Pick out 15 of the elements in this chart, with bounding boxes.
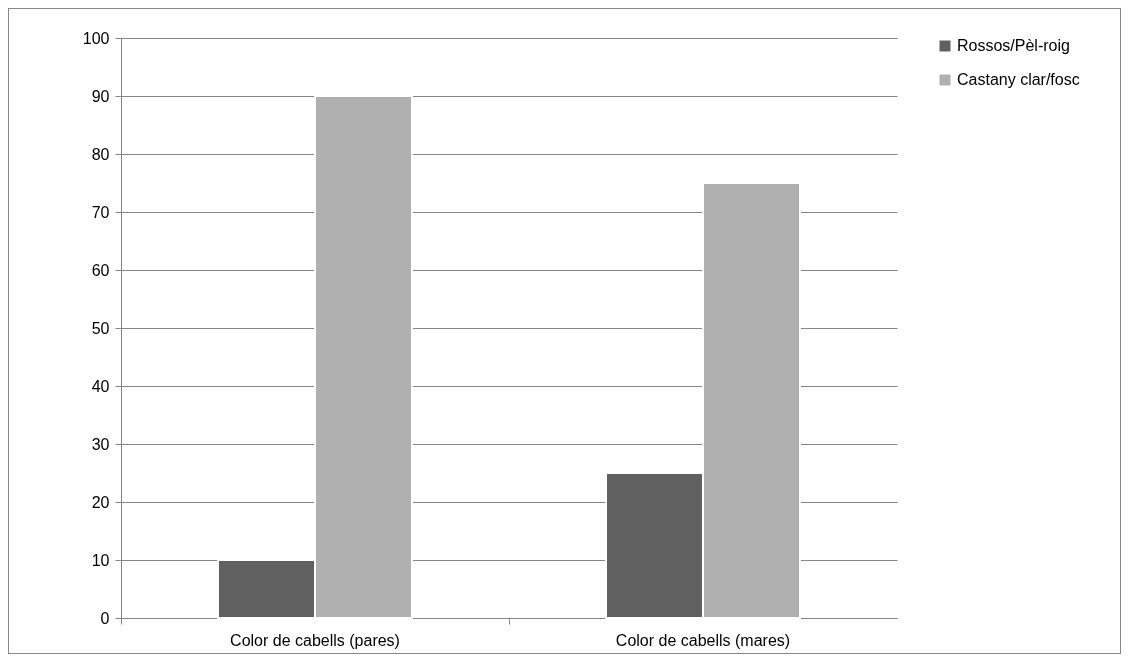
y-tick-label: 20 (91, 493, 110, 511)
y-tick-label: 60 (91, 261, 110, 279)
y-tick-label: 10 (91, 551, 110, 569)
y-tick-label: 70 (91, 203, 110, 221)
legend-label: Rossos/Pèl-roig (957, 37, 1070, 54)
x-tick-label: Color de cabells (pares) (230, 631, 400, 649)
x-tick-label: Color de cabells (mares) (615, 631, 791, 649)
y-tick-label: 90 (91, 87, 110, 105)
y-tick-label: 0 (100, 609, 110, 627)
y-tick-label: 50 (91, 319, 110, 337)
y-tick-label: 40 (91, 377, 110, 395)
legend-label: Castany clar/fosc (957, 71, 1080, 88)
y-tick-label: 80 (91, 145, 110, 163)
y-tick-label: 100 (82, 29, 110, 47)
y-tick-label: 30 (91, 435, 110, 453)
